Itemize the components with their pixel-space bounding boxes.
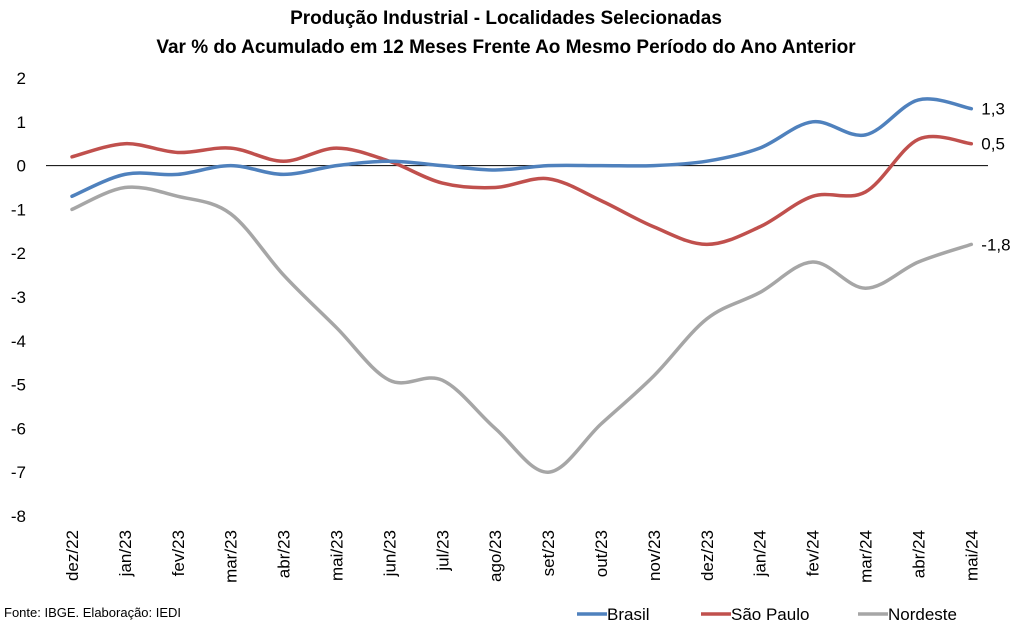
end-value-label: 1,3 xyxy=(981,100,1005,119)
chart-subtitle: Var % do Acumulado em 12 Meses Frente Ao… xyxy=(156,37,856,58)
series-line-brasil xyxy=(70,97,974,199)
x-tick-label: fev/24 xyxy=(804,530,823,576)
series-lines xyxy=(70,97,974,474)
x-tick-label: jun/23 xyxy=(380,530,399,577)
x-tick-label: abr/23 xyxy=(275,530,294,578)
y-tick-label: -7 xyxy=(11,463,26,482)
y-tick-label: -2 xyxy=(11,244,26,263)
y-tick-label: 1 xyxy=(17,113,26,132)
end-labels: -1,8 0,5 1,3 xyxy=(981,100,1010,255)
x-tick-label: mai/24 xyxy=(962,530,981,581)
x-tick-label: jul/23 xyxy=(433,530,452,572)
legend: Brasil São Paulo Nordeste xyxy=(577,605,957,624)
x-tick-label: jan/24 xyxy=(751,530,770,577)
series-line-sao-paulo xyxy=(70,134,974,247)
x-tick-label: out/23 xyxy=(592,530,611,577)
legend-label: São Paulo xyxy=(731,605,809,624)
x-tick-label: nov/23 xyxy=(645,530,664,581)
y-tick-label: -3 xyxy=(11,288,26,307)
x-tick-label: ago/23 xyxy=(486,530,505,582)
x-axis: dez/22 jan/23 fev/23 mar/23 abr/23 mai/23 jun/… xyxy=(63,530,981,583)
y-tick-label: 0 xyxy=(17,157,26,176)
x-tick-label: abr/24 xyxy=(909,530,928,578)
x-tick-label: mar/23 xyxy=(222,530,241,583)
x-tick-label: set/23 xyxy=(539,530,558,576)
x-tick-label: mai/23 xyxy=(328,530,347,581)
x-tick-label: mar/24 xyxy=(857,530,876,583)
x-tick-label: fev/23 xyxy=(169,530,188,576)
x-tick-label: dez/23 xyxy=(698,530,717,581)
y-tick-label: -8 xyxy=(11,507,26,526)
source-note: Fonte: IBGE. Elaboração: IEDI xyxy=(4,605,181,620)
y-tick-label: -1 xyxy=(11,200,26,219)
x-tick-label: dez/22 xyxy=(63,530,82,581)
chart-title: Produção Industrial - Localidades Seleci… xyxy=(290,8,722,29)
series-line-nordeste xyxy=(70,185,974,474)
y-tick-label: -5 xyxy=(11,376,26,395)
legend-label: Brasil xyxy=(607,605,650,624)
end-value-label: 0,5 xyxy=(981,135,1005,154)
y-axis: 2 1 0 -1 -2 -3 -4 -5 -6 -7 -8 xyxy=(11,69,26,526)
y-tick-label: 2 xyxy=(17,69,26,88)
y-tick-label: -4 xyxy=(11,332,26,351)
x-tick-label: jan/23 xyxy=(116,530,135,577)
y-tick-label: -6 xyxy=(11,419,26,438)
end-value-label: -1,8 xyxy=(981,235,1010,254)
legend-label: Nordeste xyxy=(888,605,957,624)
